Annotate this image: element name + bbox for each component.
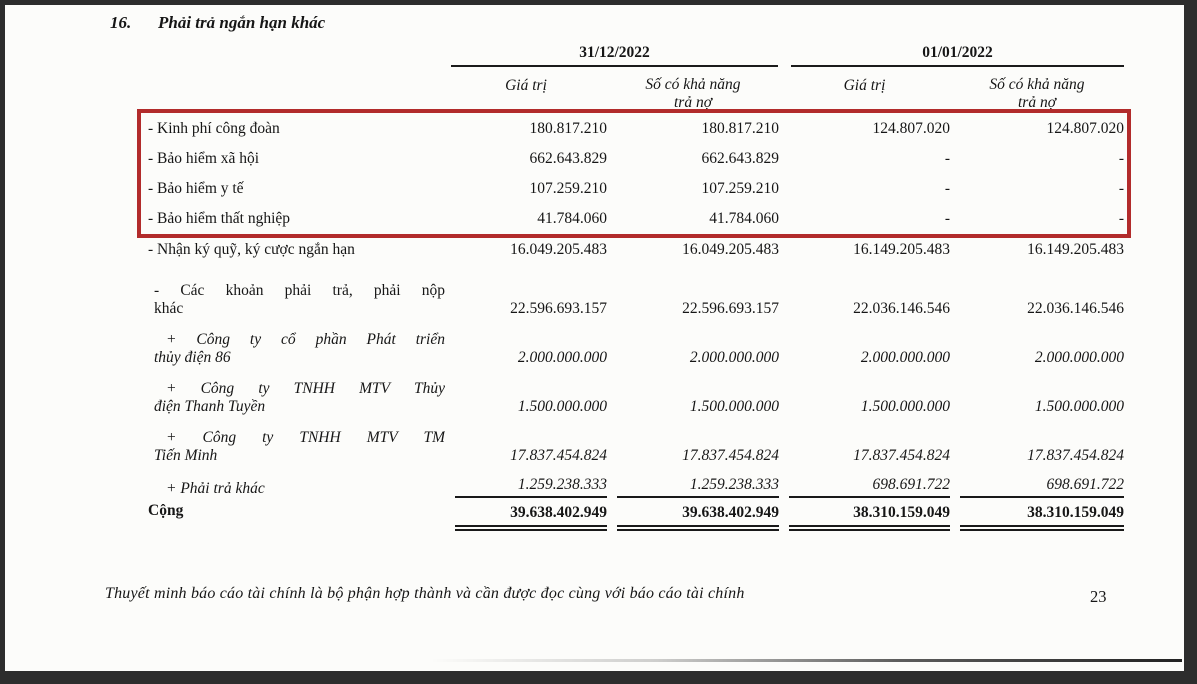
cell-value: 107.259.210 [701,180,780,197]
row-label: - Bảo hiểm y tế [148,180,244,197]
highlight-box [137,109,1131,238]
section-title: Phải trả ngắn hạn khác [158,13,326,32]
cell-value: 22.596.693.157 [510,300,607,317]
cell-value: - [1118,150,1124,167]
cell-value: 698.691.722 [779,469,950,498]
window-border-right [1184,0,1197,684]
table-row: + Phải trả khác 1.259.238.333 1.259.238.… [148,469,1124,498]
subheader-payable-amount: Số có khả năng trả nợ [645,75,741,112]
table-total-row: Cộng 39.638.402.949 39.638.402.949 38.31… [148,498,1124,531]
cell-value: 662.643.829 [529,150,608,167]
cell-value: - [1118,210,1124,227]
cell-value: 22.036.146.546 [853,300,950,317]
subheader-value: Giá trị [843,77,886,94]
cell-value: 2.000.000.000 [689,349,779,366]
table-row: - Bảo hiểm thất nghiệp 41.784.060 41.784… [148,204,1124,234]
row-label: - Bảo hiểm thất nghiệp [148,210,291,227]
table-row: + Công ty TNHH MTV TM Tiến Minh 17.837.4… [148,420,1124,469]
cell-value: 1.500.000.000 [1034,398,1124,415]
section-number: 16. [110,13,132,32]
cell-value: 16.149.205.483 [1027,240,1124,258]
cell-value: 16.049.205.483 [510,240,607,258]
cell-value: 107.259.210 [529,180,608,197]
window-border-bottom [0,671,1197,684]
cell-value: 41.784.060 [709,210,779,227]
cell-value: 16.149.205.483 [853,240,950,258]
column-group-current: 31/12/2022 [445,42,779,68]
cell-value: 22.036.146.546 [1027,300,1124,317]
cell-value: 38.310.159.049 [779,498,950,531]
cell-value: 2.000.000.000 [860,349,950,366]
cell-value: 17.837.454.824 [682,447,779,464]
cell-value: 38.310.159.049 [950,498,1124,531]
table-subheader-row: Giá trị Số có khả năng trả nợ Giá trị Số… [148,68,1124,114]
subheader-value: Giá trị [505,77,547,94]
cell-value: 17.837.454.824 [510,447,607,464]
scan-artifact-line [430,659,1182,662]
row-label: Cộng [148,502,184,519]
table-row: - Các khoản phải trả, phải nộp khác 22.5… [148,265,1124,322]
window-border-top [0,0,1197,5]
cell-value: - [1118,180,1124,197]
cell-value: - [944,150,950,167]
row-label: + Công ty TNHH MTV Thủy điện Thanh Tuyền [154,380,445,415]
table-row: + Công ty cổ phần Phát triển thủy điện 8… [148,322,1124,371]
cell-value: 1.500.000.000 [689,398,779,415]
cell-value: 1.500.000.000 [517,398,607,415]
cell-value: - [944,180,950,197]
table-row: - Bảo hiểm y tế 107.259.210 107.259.210 … [148,174,1124,204]
row-label: + Công ty TNHH MTV TM Tiến Minh [154,429,445,464]
cell-value: 39.638.402.949 [607,498,779,531]
cell-value: 16.049.205.483 [682,240,779,258]
window-border-left [0,0,5,684]
section-heading: 16. Phải trả ngắn hạn khác [110,13,325,33]
row-label: - Kinh phí công đoàn [148,120,280,137]
row-label: - Nhận ký quỹ, ký cược ngắn hạn [148,240,355,258]
row-label: - Bảo hiểm xã hội [148,150,260,167]
row-label: + Phải trả khác [166,480,265,497]
cell-value: 180.817.210 [701,120,780,137]
table-row: - Nhận ký quỹ, ký cược ngắn hạn 16.049.2… [148,234,1124,265]
cell-value: 698.691.722 [950,469,1124,498]
page-number: 23 [1090,587,1107,606]
cell-value: 1.259.238.333 [445,469,607,498]
cell-value: 1.500.000.000 [860,398,950,415]
subheader-payable-amount: Số có khả năng trả nợ [989,75,1085,112]
cell-value: 2.000.000.000 [517,349,607,366]
cell-value: 124.807.020 [872,120,951,137]
table-row: - Kinh phí công đoàn 180.817.210 180.817… [148,114,1124,144]
cell-value: 17.837.454.824 [853,447,950,464]
footer-note: Thuyết minh báo cáo tài chính là bộ phận… [105,585,745,602]
cell-value: 17.837.454.824 [1027,447,1124,464]
cell-value: 22.596.693.157 [682,300,779,317]
cell-value: 2.000.000.000 [1034,349,1124,366]
cell-value: 39.638.402.949 [445,498,607,531]
table-row: + Công ty TNHH MTV Thủy điện Thanh Tuyền… [148,371,1124,420]
cell-value: 662.643.829 [701,150,780,167]
payables-table: 31/12/2022 01/01/2022 Giá trị Số có khả … [148,42,1124,531]
table-row: - Bảo hiểm xã hội 662.643.829 662.643.82… [148,144,1124,174]
cell-value: 124.807.020 [1046,120,1125,137]
cell-value: 1.259.238.333 [607,469,779,498]
row-label: + Công ty cổ phần Phát triển thủy điện 8… [154,331,445,366]
cell-value: - [944,210,950,227]
cell-value: 180.817.210 [529,120,608,137]
table-header-group-row: 31/12/2022 01/01/2022 [148,42,1124,68]
cell-value: 41.784.060 [537,210,607,227]
column-group-prior: 01/01/2022 [779,42,1124,68]
row-label: - Các khoản phải trả, phải nộp khác [154,282,445,317]
